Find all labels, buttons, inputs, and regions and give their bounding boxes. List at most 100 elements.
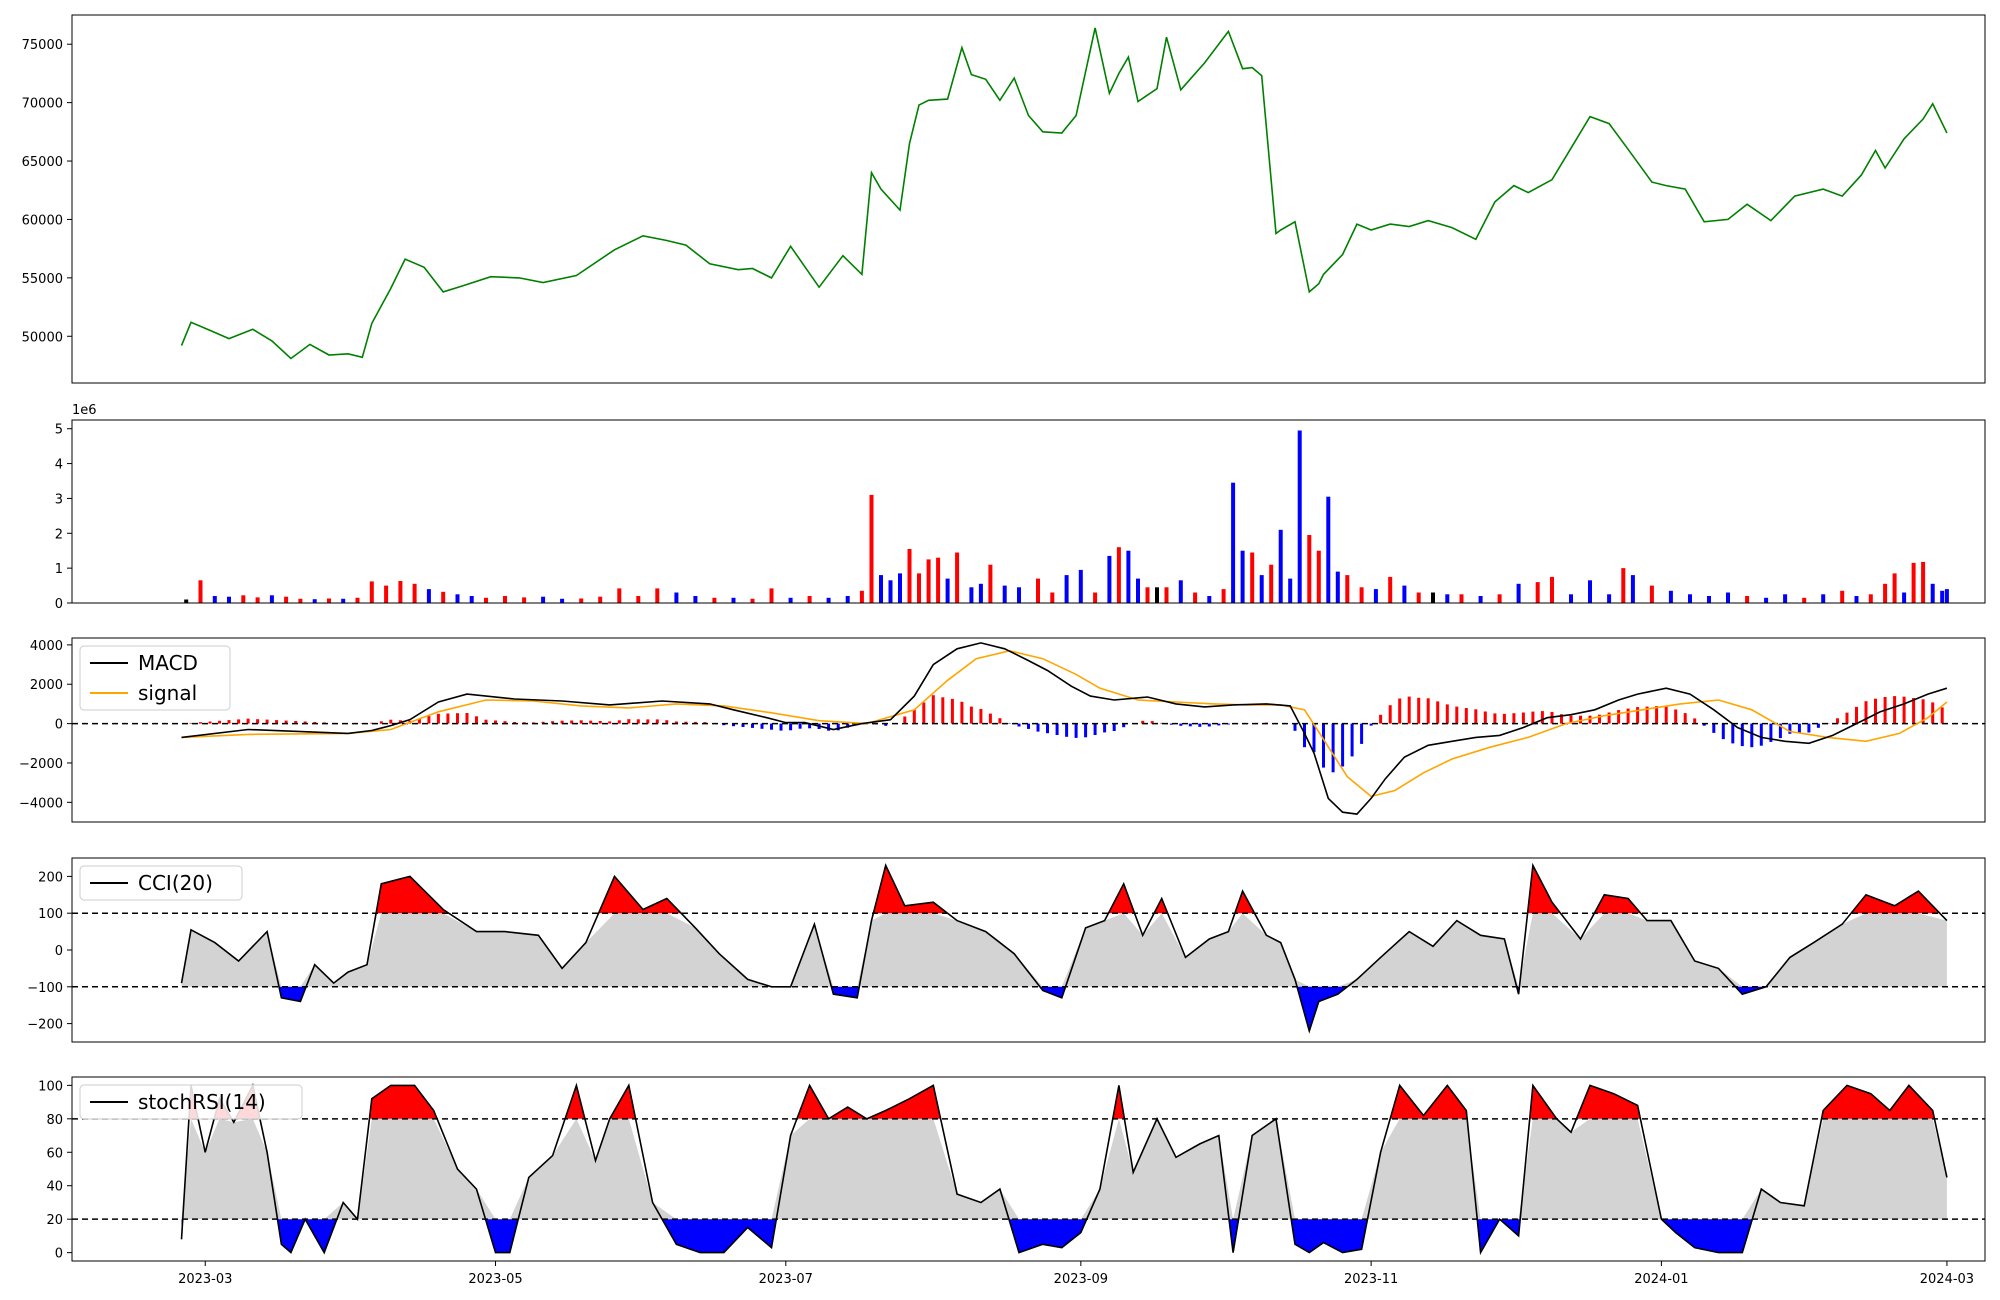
volume-bar	[469, 596, 474, 603]
volume-bar	[1164, 587, 1169, 603]
macd-legend-label: MACD	[138, 651, 198, 675]
volume-bar	[1921, 561, 1926, 603]
macd-panel: −4000 −2000 0 2000 4000 MACD signal	[19, 637, 1986, 823]
volume-bar	[1854, 596, 1859, 603]
volume-bar	[398, 581, 403, 603]
macd-histogram-bar	[189, 722, 193, 724]
macd-histogram-bar	[903, 716, 907, 724]
cci-ytick-label: 0	[55, 944, 63, 959]
price-ytick-label: 60000	[22, 213, 63, 228]
macd-histogram-bar	[1721, 723, 1725, 740]
macd-histogram-bar	[1188, 723, 1192, 727]
macd-histogram-bar	[1598, 714, 1601, 724]
volume-bar	[1278, 529, 1283, 603]
macd-histogram-bar	[1369, 723, 1373, 726]
volume-bar	[227, 596, 231, 603]
macd-histogram-bar	[1569, 715, 1573, 724]
macd-histogram-bar	[284, 720, 288, 724]
volume-bar	[1359, 587, 1364, 603]
macd-histogram-bar	[1341, 723, 1345, 767]
volume-plot-area	[72, 420, 1985, 603]
macd-histogram-bar	[1921, 699, 1925, 724]
macd-histogram-bar	[1122, 723, 1126, 728]
volume-bar	[1107, 555, 1112, 603]
volume-bar	[1944, 589, 1949, 603]
macd-histogram-bar	[446, 713, 450, 724]
volume-bar	[1497, 594, 1502, 603]
stochrsi-ytick-label: 60	[46, 1146, 63, 1161]
macd-histogram-bar	[1807, 723, 1811, 733]
volume-bar	[1416, 592, 1421, 603]
macd-histogram-bar	[1560, 714, 1563, 724]
volume-bar	[1402, 585, 1407, 603]
cci-overbought-fill	[1108, 883, 1135, 914]
volume-bar	[807, 596, 812, 603]
macd-histogram-bar	[313, 722, 317, 724]
macd-histogram-bar	[1750, 723, 1754, 748]
macd-histogram-bar	[998, 718, 1002, 724]
stochrsi-overbought-fill	[1390, 1085, 1468, 1119]
macd-histogram-bar	[1150, 721, 1154, 724]
stochrsi-oversold-fill	[1009, 1219, 1087, 1253]
volume-bar	[1388, 576, 1393, 603]
signal-line	[181, 649, 1948, 798]
macd-histogram-bar	[1617, 710, 1621, 724]
macd-histogram-bar	[237, 719, 241, 724]
macd-histogram-bar	[1893, 696, 1897, 724]
x-tick-label: 2023-03	[178, 1272, 232, 1287]
macd-histogram-bar	[1902, 696, 1906, 724]
volume-bar	[1017, 587, 1021, 603]
macd-histogram-bar	[922, 702, 926, 724]
macd-histogram-bar	[1065, 723, 1069, 737]
macd-histogram-bar	[1179, 723, 1183, 726]
macd-histogram-bar	[1312, 723, 1316, 753]
cci-overbought-fill	[1594, 894, 1641, 914]
macd-histogram-bar	[1455, 706, 1459, 724]
stochrsi-band-fill	[181, 1118, 1947, 1220]
volume-bar	[1250, 552, 1255, 603]
macd-line	[181, 642, 1948, 815]
macd-histogram-bar	[256, 719, 260, 724]
macd-histogram-bar	[1483, 711, 1487, 724]
macd-histogram-bar	[1740, 723, 1744, 747]
macd-histogram-bar	[1874, 698, 1877, 724]
macd-histogram-bar	[436, 713, 440, 724]
macd-histogram-bar	[1207, 723, 1211, 727]
volume-bar	[988, 564, 993, 603]
cci-overbought-fill	[376, 876, 449, 914]
volume-bar	[1050, 592, 1055, 603]
volume-bar	[1207, 596, 1212, 603]
stochrsi-ytick-label: 100	[38, 1079, 63, 1094]
volume-bar	[845, 596, 850, 603]
stochrsi-oversold-fill	[1661, 1219, 1753, 1253]
volume-bar	[888, 580, 893, 603]
volume-bar	[484, 597, 488, 603]
volume-bar	[355, 597, 360, 603]
volume-bar	[441, 591, 446, 603]
volume-ytick-label: 5	[55, 423, 63, 438]
macd-histogram-bar	[1160, 722, 1164, 724]
volume-bar	[1231, 482, 1236, 603]
macd-legend-label: signal	[138, 681, 197, 705]
macd-plot-area	[72, 638, 1985, 822]
macd-histogram-bar	[1636, 707, 1640, 724]
volume-bar	[1459, 594, 1464, 603]
volume-bar	[1802, 597, 1807, 603]
macd-histogram-bar	[379, 721, 383, 724]
macd-histogram-bar	[1788, 723, 1792, 734]
volume-bar	[269, 595, 274, 603]
volume-bar	[674, 592, 679, 603]
macd-histogram-bar	[275, 720, 279, 724]
volume-bar	[522, 597, 527, 603]
x-tick-label: 2024-03	[1920, 1272, 1974, 1287]
macd-histogram-bar	[246, 718, 250, 724]
stochrsi-oversold-fill	[1291, 1219, 1368, 1253]
volume-bar	[1892, 573, 1897, 603]
volume-bar	[1297, 430, 1302, 603]
macd-histogram-bar	[1579, 715, 1582, 724]
volume-bar	[879, 575, 883, 603]
volume-panel: 0 1 2 3 4 5 1e6	[55, 403, 1986, 612]
volume-bar	[341, 598, 346, 603]
stochrsi-legend: stochRSI(14)	[79, 1084, 303, 1120]
x-tick-label: 2023-07	[759, 1272, 813, 1287]
